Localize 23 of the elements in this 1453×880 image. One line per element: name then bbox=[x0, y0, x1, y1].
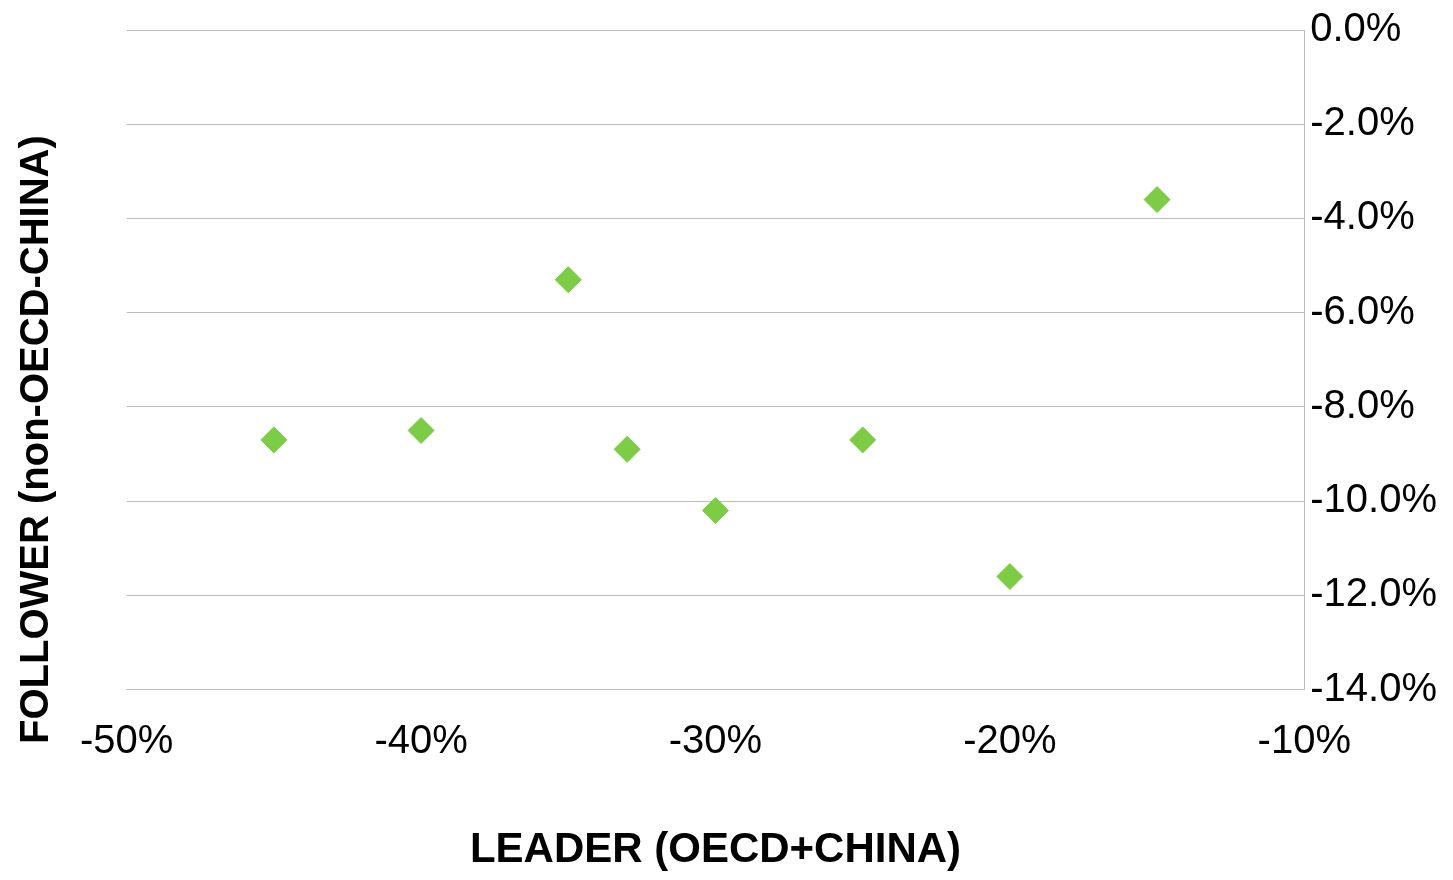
y-axis-title: FOLLOWER (non-OECD-CHINA) bbox=[11, 134, 57, 747]
point bbox=[613, 435, 641, 463]
point bbox=[849, 426, 877, 454]
x-tick-label: -50% bbox=[79, 716, 174, 761]
y-tick-label: -8.0% bbox=[1310, 381, 1415, 426]
point bbox=[260, 426, 288, 454]
x-tick-label: -40% bbox=[374, 716, 468, 761]
x-tick-label: -20% bbox=[963, 716, 1057, 761]
x-tick-label: -10% bbox=[1257, 716, 1351, 761]
x-axis-title: LEADER (OECD+CHINA) bbox=[469, 824, 962, 872]
y-tick-label: -14.0% bbox=[1310, 664, 1438, 709]
point bbox=[701, 497, 729, 525]
point bbox=[407, 416, 435, 444]
y-tick-label: -6.0% bbox=[1310, 287, 1415, 332]
y-tick-label: 0.0% bbox=[1310, 5, 1402, 50]
point bbox=[554, 266, 582, 294]
y-tick-label: -12.0% bbox=[1310, 570, 1438, 615]
point bbox=[996, 563, 1024, 591]
point bbox=[1143, 186, 1171, 214]
x-tick-label: -30% bbox=[668, 716, 763, 761]
y-tick-label: -2.0% bbox=[1310, 99, 1415, 144]
y-tick-label: -10.0% bbox=[1310, 476, 1438, 521]
y-tick-label: -4.0% bbox=[1310, 193, 1415, 238]
